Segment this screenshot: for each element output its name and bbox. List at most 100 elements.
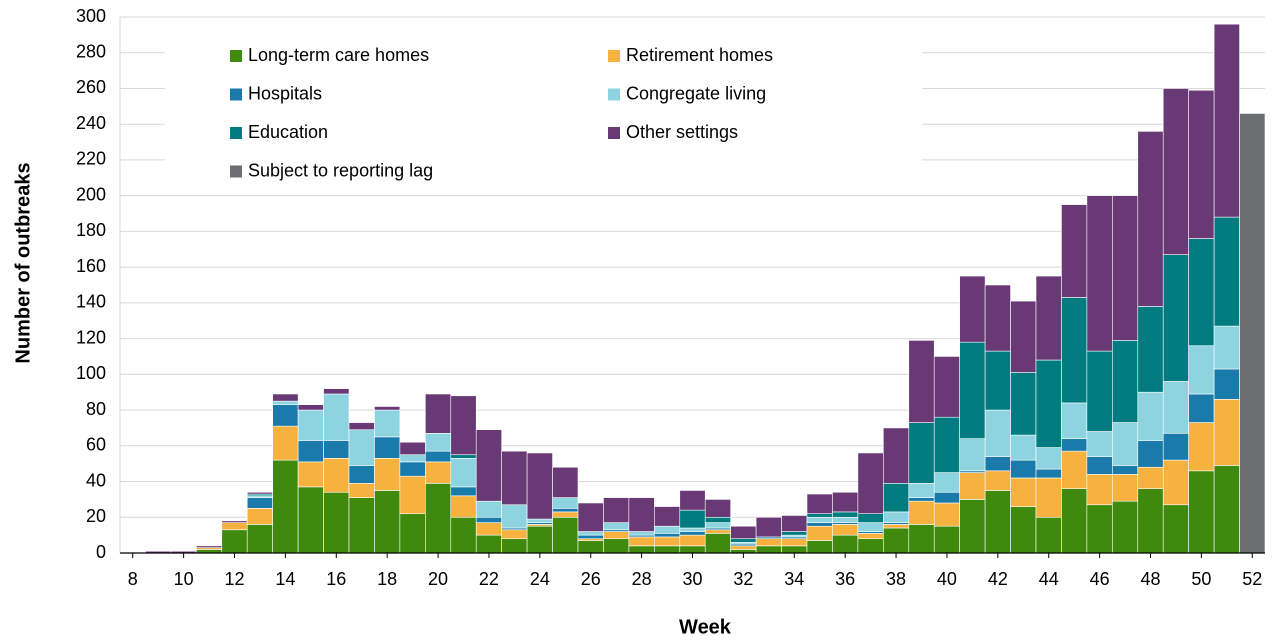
bar-segment — [1010, 506, 1037, 554]
legend-label: Other settings — [626, 122, 738, 142]
legend-label: Education — [248, 122, 328, 142]
x-tick-label: 38 — [886, 569, 906, 589]
bar-segment — [1035, 477, 1062, 518]
y-tick-label: 280 — [76, 41, 106, 61]
bar-segment — [577, 502, 604, 532]
legend-box — [165, 36, 922, 194]
bar-segment — [908, 497, 935, 502]
bar-segment — [374, 406, 401, 411]
legend-swatch — [608, 50, 620, 62]
bar-segment — [781, 515, 808, 532]
bar-segment — [1162, 381, 1189, 434]
bar-segment — [1162, 254, 1189, 382]
bar-segment — [450, 454, 477, 459]
bar-segment — [883, 511, 910, 523]
bar-segment — [425, 450, 452, 463]
y-tick-label: 20 — [86, 506, 106, 526]
bar-segment — [1010, 459, 1037, 479]
bar-segment — [730, 545, 757, 550]
legend-label: Subject to reporting lag — [248, 160, 433, 180]
bar-segment — [908, 483, 935, 498]
legend-swatch — [230, 88, 242, 101]
bar-segment — [297, 440, 324, 463]
bar-segment — [730, 538, 757, 543]
y-tick-label: 60 — [86, 435, 106, 455]
bar-segment — [246, 524, 273, 554]
bar-segment — [984, 284, 1011, 352]
bar-segment — [933, 502, 960, 527]
bar-segment — [501, 450, 528, 506]
bar-segment — [1213, 325, 1240, 370]
x-tick-label: 24 — [530, 569, 550, 589]
bar-segment — [679, 545, 706, 554]
bar-segment — [1213, 23, 1240, 218]
bar-segment — [857, 522, 884, 532]
bar-segment — [628, 497, 655, 532]
bar-segment — [297, 461, 324, 488]
bar-segment — [1137, 131, 1164, 307]
x-axis-title: Week — [679, 616, 732, 638]
bar-segment — [450, 458, 477, 488]
y-tick-label: 200 — [76, 184, 106, 204]
bar-segment — [475, 429, 502, 502]
bar-segment — [908, 500, 935, 525]
bar-segment — [425, 483, 452, 554]
y-tick-label: 0 — [96, 542, 106, 562]
bar-segment — [552, 466, 579, 498]
bar-segment — [1112, 474, 1139, 502]
legend-swatch — [608, 88, 620, 101]
bar-segment — [1112, 500, 1139, 554]
bar-segment — [704, 499, 731, 518]
bar-segment — [1213, 368, 1240, 400]
bar-segment — [654, 506, 681, 527]
bar-segment — [450, 395, 477, 456]
bar-segment — [1061, 297, 1088, 404]
y-tick-label: 240 — [76, 113, 106, 133]
bar-segment — [654, 525, 681, 534]
bar-segment — [984, 350, 1011, 411]
bar-segment — [1112, 465, 1139, 475]
bar-segment — [348, 483, 375, 498]
legend-label: Long-term care homes — [248, 45, 429, 65]
bar-segment — [577, 531, 604, 536]
bar-segment — [1086, 195, 1113, 352]
bar-segment — [399, 513, 426, 554]
bar-segment — [272, 425, 299, 461]
bar-segment — [933, 491, 960, 504]
bar-segment — [1010, 300, 1037, 373]
legend-swatch — [230, 165, 242, 178]
bar-segment — [755, 538, 782, 547]
bar-segment — [475, 522, 502, 536]
bar-segment — [704, 533, 731, 554]
x-tick-label: 30 — [682, 569, 702, 589]
bar-segment — [1137, 488, 1164, 554]
bar-segment — [1162, 88, 1189, 255]
x-tick-label: 26 — [581, 569, 601, 589]
bar-segment — [908, 524, 935, 554]
bar-segment — [450, 516, 477, 554]
bar-segment — [781, 538, 808, 547]
bar-segment — [654, 545, 681, 554]
bar-segment — [1213, 399, 1240, 466]
y-tick-label: 120 — [76, 327, 106, 347]
bar-segment — [297, 404, 324, 411]
bar-segment — [374, 409, 401, 438]
x-tick-label: 28 — [632, 569, 652, 589]
bar-segment — [628, 531, 655, 536]
x-tick-label: 46 — [1090, 569, 1110, 589]
bar-segment — [704, 529, 731, 534]
bar-segment — [704, 522, 731, 529]
bar-segment — [272, 404, 299, 427]
bar-segment — [348, 429, 375, 466]
bar-segment — [857, 533, 884, 540]
bar-segment — [628, 536, 655, 547]
x-tick-label: 10 — [174, 569, 194, 589]
bar-segment — [1035, 516, 1062, 554]
bar-segment — [425, 461, 452, 484]
y-tick-label: 100 — [76, 363, 106, 383]
bar-segment — [1061, 402, 1088, 439]
bar-segment — [246, 497, 273, 509]
x-tick-label: 22 — [479, 569, 499, 589]
bar-segment — [221, 522, 248, 531]
bar-segment — [399, 461, 426, 477]
